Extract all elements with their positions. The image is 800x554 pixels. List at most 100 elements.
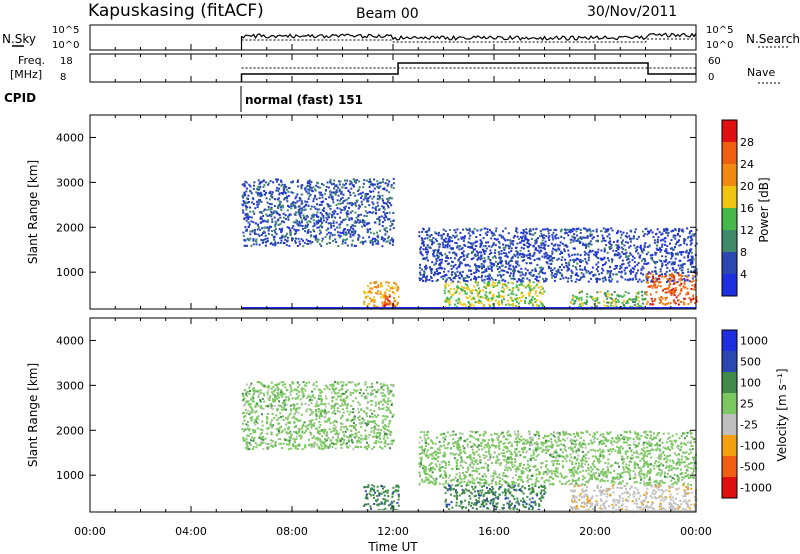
heatmap-cell: [272, 181, 275, 184]
heatmap-cell: [295, 435, 298, 438]
heatmap-cell: [498, 447, 501, 450]
heatmap-cell: [599, 257, 602, 260]
heatmap-cell: [612, 241, 615, 244]
heatmap-cell: [673, 276, 675, 279]
heatmap-cell: [346, 213, 349, 216]
heatmap-cell: [603, 304, 606, 307]
heatmap-cell: [362, 410, 365, 413]
heatmap-cell: [545, 479, 548, 482]
heatmap-cell: [655, 280, 658, 283]
heatmap-cell: [584, 266, 586, 269]
heatmap-cell: [585, 269, 588, 272]
heatmap-cell: [389, 301, 392, 304]
heatmap-cell: [441, 241, 444, 244]
heatmap-cell: [624, 291, 627, 293]
heatmap-cell: [294, 417, 297, 420]
heatmap-cell: [424, 276, 427, 279]
heatmap-cell: [276, 389, 279, 392]
heatmap-cell: [460, 273, 463, 276]
heatmap-cell: [320, 244, 323, 247]
heatmap-cell: [281, 394, 284, 397]
heatmap-cell: [653, 239, 656, 242]
heatmap-cell: [386, 429, 389, 432]
heatmap-cell: [281, 183, 284, 186]
heatmap-cell: [258, 188, 261, 191]
heatmap-cell: [315, 427, 318, 430]
heatmap-cell: [454, 303, 456, 306]
heatmap-cell: [430, 272, 433, 275]
heatmap-cell: [500, 250, 503, 252]
heatmap-cell: [624, 248, 627, 251]
heatmap-cell: [426, 233, 428, 236]
heatmap-cell: [271, 444, 274, 447]
heatmap-cell: [343, 199, 346, 202]
heatmap-cell: [491, 444, 494, 447]
heatmap-cell: [583, 250, 586, 253]
heatmap-cell: [489, 305, 492, 308]
heatmap-cell: [662, 464, 665, 467]
heatmap-cell: [671, 272, 673, 275]
heatmap-cell: [257, 179, 260, 182]
heatmap-cell: [541, 236, 544, 239]
heatmap-cell: [336, 434, 339, 437]
heatmap-cell: [304, 187, 307, 190]
heatmap-cell: [361, 191, 364, 194]
heatmap-cell: [381, 391, 384, 394]
heatmap-cell: [280, 425, 283, 428]
heatmap-cell: [488, 458, 491, 461]
heatmap-cell: [670, 257, 673, 260]
heatmap-cell: [466, 283, 469, 286]
heatmap-cell: [629, 272, 632, 275]
heatmap-cell: [263, 394, 266, 397]
heatmap-cell: [448, 303, 451, 306]
heatmap-cell: [374, 221, 377, 224]
heatmap-cell: [360, 425, 363, 428]
heatmap-cell: [550, 255, 553, 258]
heatmap-cell: [579, 258, 582, 261]
heatmap-cell: [595, 253, 598, 256]
heatmap-cell: [436, 249, 439, 252]
heatmap-cell: [504, 474, 507, 477]
heatmap-cell: [274, 223, 277, 226]
heatmap-cell: [492, 286, 495, 288]
heatmap-cell: [350, 226, 353, 229]
y-tick-label: 3000: [56, 176, 84, 189]
heatmap-cell: [675, 243, 677, 246]
heatmap-cell: [664, 260, 667, 263]
heatmap-cell: [475, 271, 478, 274]
freq-right-label: Nave: [747, 66, 775, 79]
heatmap-cell: [617, 246, 620, 249]
heatmap-cell: [521, 280, 524, 283]
heatmap-cell: [585, 300, 588, 303]
heatmap-cell: [347, 439, 350, 442]
heatmap-cell: [658, 247, 661, 250]
heatmap-cell: [595, 228, 598, 231]
heatmap-cell: [531, 269, 534, 272]
heatmap-cell: [329, 443, 332, 446]
heatmap-cell: [548, 254, 551, 257]
heatmap-cell: [579, 242, 581, 244]
heatmap-cell: [602, 280, 605, 283]
heatmap-cell: [491, 297, 494, 300]
heatmap-cell: [680, 274, 682, 277]
heatmap-cell: [622, 248, 625, 251]
heatmap-cell: [386, 179, 389, 181]
heatmap-cell: [591, 297, 594, 299]
heatmap-cell: [682, 301, 685, 304]
heatmap-cell: [366, 200, 368, 203]
heatmap-cell: [368, 420, 371, 423]
heatmap-cell: [366, 198, 369, 201]
heatmap-cell: [269, 213, 272, 216]
heatmap-cell: [500, 295, 502, 298]
heatmap-cell: [392, 187, 395, 190]
heatmap-cell: [366, 386, 369, 389]
heatmap-cell: [266, 446, 269, 449]
heatmap-cell: [346, 389, 349, 392]
heatmap-cell: [281, 192, 283, 194]
heatmap-cell: [672, 299, 675, 302]
heatmap-cell: [658, 439, 661, 442]
heatmap-cell: [517, 483, 520, 485]
heatmap-cell: [471, 231, 474, 234]
heatmap-cell: [544, 279, 547, 282]
heatmap-cell: [605, 244, 608, 247]
